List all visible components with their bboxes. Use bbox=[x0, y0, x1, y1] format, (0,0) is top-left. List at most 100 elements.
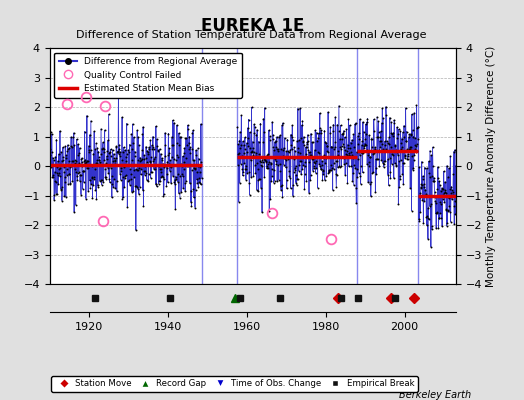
Point bbox=[345, 149, 354, 156]
Point bbox=[274, 146, 282, 152]
Point bbox=[68, 158, 77, 164]
Point bbox=[443, 220, 452, 226]
Point bbox=[64, 158, 73, 165]
Point bbox=[332, 158, 340, 164]
Point bbox=[143, 147, 151, 154]
Point bbox=[446, 209, 454, 215]
Point bbox=[373, 114, 381, 120]
Point bbox=[198, 175, 206, 181]
Point bbox=[409, 133, 417, 140]
Point bbox=[140, 172, 149, 178]
Point bbox=[279, 120, 287, 126]
Point bbox=[392, 163, 401, 169]
Point bbox=[261, 155, 269, 161]
Point bbox=[122, 154, 130, 160]
Point bbox=[122, 158, 130, 164]
Point bbox=[312, 130, 321, 136]
Point bbox=[342, 150, 351, 157]
Point bbox=[354, 133, 362, 139]
Point bbox=[171, 206, 180, 212]
Point bbox=[131, 182, 139, 189]
Point bbox=[320, 152, 329, 158]
Point bbox=[268, 136, 277, 142]
Point bbox=[164, 130, 172, 137]
Point bbox=[174, 130, 183, 136]
Point bbox=[292, 182, 301, 188]
Point bbox=[279, 147, 287, 154]
Point bbox=[290, 166, 299, 173]
Point bbox=[62, 194, 70, 200]
Point bbox=[447, 190, 455, 196]
Point bbox=[108, 147, 117, 153]
Point bbox=[318, 158, 326, 164]
Point bbox=[146, 137, 155, 143]
Point bbox=[185, 134, 193, 140]
Point bbox=[82, 195, 90, 202]
Point bbox=[385, 140, 393, 147]
Point bbox=[419, 176, 427, 182]
Point bbox=[70, 142, 79, 148]
Point bbox=[124, 147, 133, 153]
Point bbox=[54, 158, 62, 164]
Point bbox=[55, 170, 63, 176]
Point bbox=[428, 144, 436, 150]
Point bbox=[144, 178, 152, 184]
Point bbox=[263, 152, 271, 158]
Point bbox=[451, 146, 459, 153]
Point bbox=[195, 164, 204, 170]
Point bbox=[163, 171, 171, 177]
Point bbox=[420, 198, 429, 205]
Point bbox=[325, 166, 334, 173]
Point bbox=[310, 158, 319, 165]
Point bbox=[176, 172, 184, 179]
Point bbox=[135, 191, 143, 197]
Point bbox=[78, 162, 86, 169]
Point bbox=[442, 207, 451, 214]
Point bbox=[117, 164, 125, 171]
Point bbox=[145, 170, 153, 177]
Point bbox=[143, 159, 151, 166]
Point bbox=[390, 117, 398, 123]
Point bbox=[344, 142, 352, 148]
Point bbox=[125, 162, 133, 168]
Point bbox=[108, 173, 116, 180]
Point bbox=[235, 180, 244, 186]
Point bbox=[403, 156, 411, 163]
Point bbox=[128, 189, 136, 195]
Point bbox=[88, 175, 96, 181]
Point bbox=[241, 166, 249, 172]
Point bbox=[277, 146, 286, 152]
Point bbox=[184, 126, 192, 132]
Point bbox=[115, 150, 123, 157]
Point bbox=[102, 174, 110, 180]
Point bbox=[355, 136, 364, 142]
Point bbox=[140, 156, 149, 162]
Point bbox=[258, 209, 266, 216]
Point bbox=[351, 121, 359, 128]
Point bbox=[339, 141, 347, 147]
Point bbox=[126, 182, 134, 188]
Point bbox=[73, 177, 82, 184]
Point bbox=[190, 164, 198, 171]
Point bbox=[436, 182, 444, 188]
Point bbox=[384, 156, 392, 163]
Point bbox=[271, 139, 279, 145]
Point bbox=[345, 152, 353, 158]
Point bbox=[197, 159, 205, 166]
Point bbox=[331, 114, 340, 120]
Point bbox=[151, 154, 159, 160]
Point bbox=[395, 158, 403, 165]
Point bbox=[402, 138, 410, 144]
Point bbox=[362, 147, 370, 153]
Point bbox=[319, 168, 327, 175]
Point bbox=[71, 157, 79, 163]
Point bbox=[286, 146, 294, 153]
Point bbox=[102, 160, 111, 166]
Point bbox=[126, 166, 135, 172]
Point bbox=[160, 190, 168, 197]
Point bbox=[341, 172, 350, 178]
Point bbox=[281, 155, 290, 161]
Point bbox=[104, 170, 113, 176]
Point bbox=[116, 149, 125, 155]
Point bbox=[397, 146, 406, 152]
